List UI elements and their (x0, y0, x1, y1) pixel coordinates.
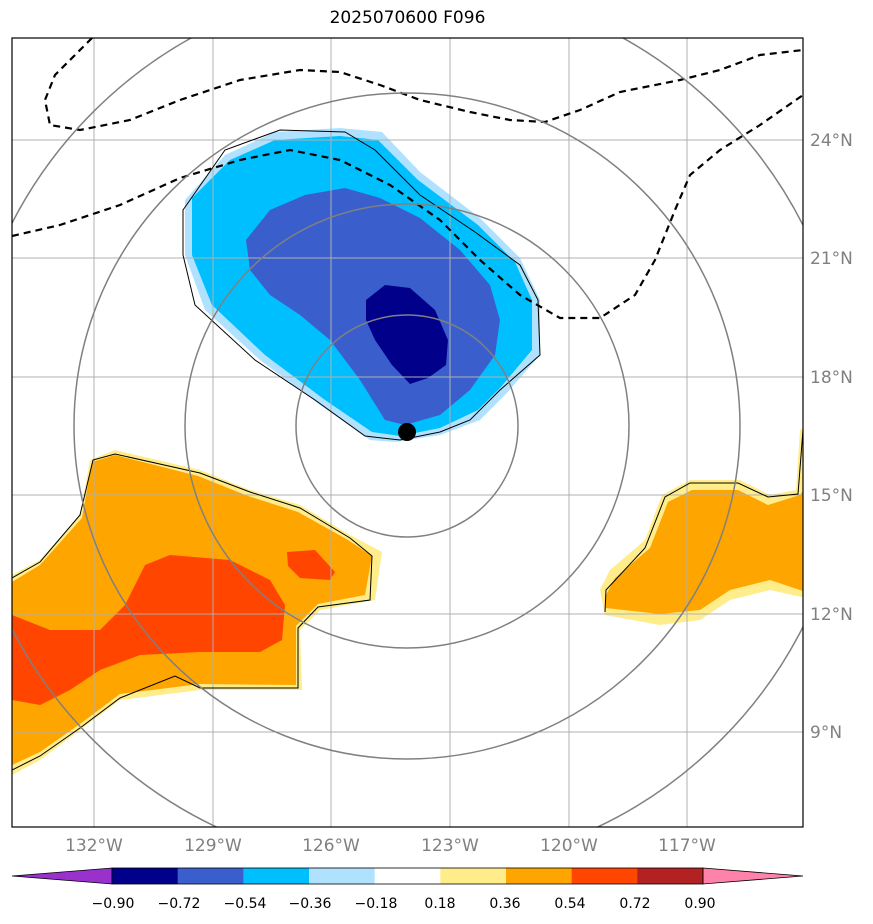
colorbar-segment (571, 868, 638, 884)
colorbar-segment (374, 868, 441, 884)
lat-label: 15°N (810, 486, 853, 506)
colorbar-segment (440, 868, 507, 884)
lat-axis-labels: 24°N 21°N 18°N 15°N 12°N 9°N (810, 131, 853, 743)
dashed-contour-north (43, 38, 803, 132)
colorbar-tick-label: 0.90 (684, 896, 715, 912)
contour-positive-west (12, 453, 373, 771)
colorbar-segment (243, 868, 310, 884)
colorbar-tick-label: −0.72 (158, 896, 201, 912)
colorbar (11, 867, 804, 885)
colorbar-tick-label: −0.90 (92, 896, 135, 912)
lon-label: 120°W (540, 836, 598, 856)
lat-label: 9°N (810, 723, 842, 743)
contour-negative (182, 129, 541, 441)
colorbar-segment (637, 868, 704, 884)
colorbar-labels: −0.90 −0.72 −0.54 −0.36 −0.18 0.18 0.36 … (92, 896, 716, 912)
lon-label: 129°W (184, 836, 242, 856)
lon-label: 123°W (421, 836, 479, 856)
plot-title: 2025070600 F096 (329, 8, 486, 28)
lon-label: 117°W (658, 836, 716, 856)
storm-center-marker (398, 423, 416, 441)
shading-navy (366, 285, 448, 384)
colorbar-tick-label: −0.18 (355, 896, 398, 912)
colorbar-extend-low (11, 867, 113, 885)
contour-positive-east (604, 429, 803, 613)
lon-label: 126°W (302, 836, 360, 856)
lat-label: 12°N (810, 605, 853, 625)
colorbar-segment (112, 868, 179, 884)
range-rings (12, 38, 803, 827)
map-plot-area (12, 38, 803, 827)
colorbar-segment (506, 868, 573, 884)
colorbar-tick-label: 0.36 (489, 896, 520, 912)
colorbar-tick-label: −0.36 (289, 896, 332, 912)
shading-orange-east (606, 490, 803, 614)
shading-red-west (12, 555, 285, 705)
colorbar-frame (111, 867, 704, 885)
lon-axis-labels: 132°W 129°W 126°W 123°W 120°W 117°W (65, 836, 716, 856)
colorbar-tick-label: 0.72 (619, 896, 650, 912)
colorbar-tick-label: 0.54 (554, 896, 585, 912)
colorbar-tick-label: −0.54 (224, 896, 267, 912)
dashed-contour-central (12, 94, 803, 320)
colorbar-extend-high (702, 867, 804, 885)
gridlines (12, 38, 803, 827)
colorbar-segment (177, 868, 244, 884)
lat-label: 18°N (810, 368, 853, 388)
lon-label: 132°W (65, 836, 123, 856)
lat-label: 24°N (810, 131, 853, 151)
map-frame (11, 37, 804, 828)
colorbar-tick-label: 0.18 (424, 896, 455, 912)
colorbar-segment (309, 868, 376, 884)
shading-red-west-small (287, 550, 335, 580)
lat-label: 21°N (810, 249, 853, 269)
